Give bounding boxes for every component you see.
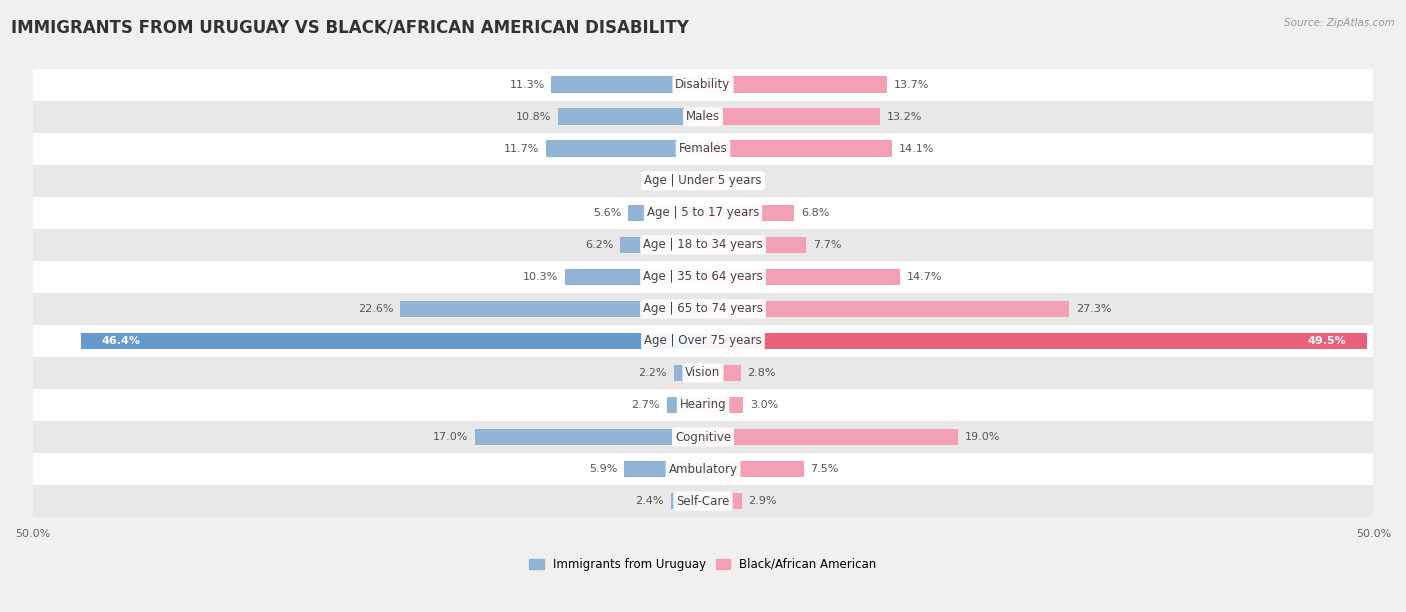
Text: Source: ZipAtlas.com: Source: ZipAtlas.com [1284,18,1395,28]
Text: Cognitive: Cognitive [675,430,731,444]
Bar [703,173,721,189]
Text: 22.6%: 22.6% [357,304,394,314]
Bar [666,397,703,413]
Text: 5.6%: 5.6% [593,208,621,218]
Bar [32,101,1374,133]
Bar [399,300,703,317]
Text: 17.0%: 17.0% [433,432,468,442]
Text: Disability: Disability [675,78,731,91]
Text: 2.7%: 2.7% [631,400,659,410]
Bar [688,173,703,189]
Text: IMMIGRANTS FROM URUGUAY VS BLACK/AFRICAN AMERICAN DISABILITY: IMMIGRANTS FROM URUGUAY VS BLACK/AFRICAN… [11,18,689,36]
Text: 3.0%: 3.0% [749,400,778,410]
Bar [82,333,703,349]
Text: 49.5%: 49.5% [1308,336,1347,346]
Text: 46.4%: 46.4% [101,336,141,346]
Text: 19.0%: 19.0% [965,432,1000,442]
Text: 7.5%: 7.5% [810,464,838,474]
Bar [703,493,742,509]
Bar [32,197,1374,229]
Bar [32,69,1374,101]
Bar [32,389,1374,421]
Bar [703,397,744,413]
Text: Self-Care: Self-Care [676,494,730,507]
Text: 13.2%: 13.2% [887,112,922,122]
Bar [32,325,1374,357]
Text: Age | 35 to 64 years: Age | 35 to 64 years [643,271,763,283]
Text: Vision: Vision [685,367,721,379]
Bar [32,485,1374,517]
Text: 5.9%: 5.9% [589,464,617,474]
Bar [703,204,794,221]
Bar [32,421,1374,453]
Text: 6.8%: 6.8% [801,208,830,218]
Text: 6.2%: 6.2% [585,240,613,250]
Bar [703,365,741,381]
Text: Age | 65 to 74 years: Age | 65 to 74 years [643,302,763,315]
Bar [703,76,887,93]
Text: Age | Over 75 years: Age | Over 75 years [644,334,762,348]
Text: 11.7%: 11.7% [505,144,540,154]
Text: 7.7%: 7.7% [813,240,841,250]
Bar [32,133,1374,165]
Bar [546,141,703,157]
Text: Age | Under 5 years: Age | Under 5 years [644,174,762,187]
Legend: Immigrants from Uruguay, Black/African American: Immigrants from Uruguay, Black/African A… [530,558,876,571]
Bar [628,204,703,221]
Text: 2.4%: 2.4% [636,496,664,506]
Bar [703,333,1367,349]
Bar [703,269,900,285]
Text: Males: Males [686,110,720,123]
Text: 1.2%: 1.2% [652,176,681,186]
Text: 14.7%: 14.7% [907,272,942,282]
Bar [703,141,891,157]
Bar [703,108,880,125]
Text: Age | 18 to 34 years: Age | 18 to 34 years [643,239,763,252]
Text: 2.2%: 2.2% [638,368,666,378]
Bar [703,300,1069,317]
Bar [703,428,957,446]
Bar [32,453,1374,485]
Text: 2.8%: 2.8% [747,368,776,378]
Text: Hearing: Hearing [679,398,727,411]
Bar [671,493,703,509]
Text: 13.7%: 13.7% [893,80,929,90]
Bar [32,261,1374,293]
Text: 1.4%: 1.4% [728,176,756,186]
Bar [475,428,703,446]
Bar [551,76,703,93]
Text: 14.1%: 14.1% [898,144,934,154]
Text: 2.9%: 2.9% [748,496,778,506]
Text: Ambulatory: Ambulatory [668,463,738,476]
Bar [32,229,1374,261]
Text: 10.3%: 10.3% [523,272,558,282]
Text: 11.3%: 11.3% [509,80,544,90]
Bar [624,461,703,477]
Text: Females: Females [679,143,727,155]
Bar [703,461,804,477]
Bar [32,165,1374,197]
Bar [32,357,1374,389]
Bar [703,237,806,253]
Text: 27.3%: 27.3% [1076,304,1111,314]
Bar [620,237,703,253]
Bar [558,108,703,125]
Bar [673,365,703,381]
Bar [565,269,703,285]
Text: 10.8%: 10.8% [516,112,551,122]
Bar [32,293,1374,325]
Text: Age | 5 to 17 years: Age | 5 to 17 years [647,206,759,219]
